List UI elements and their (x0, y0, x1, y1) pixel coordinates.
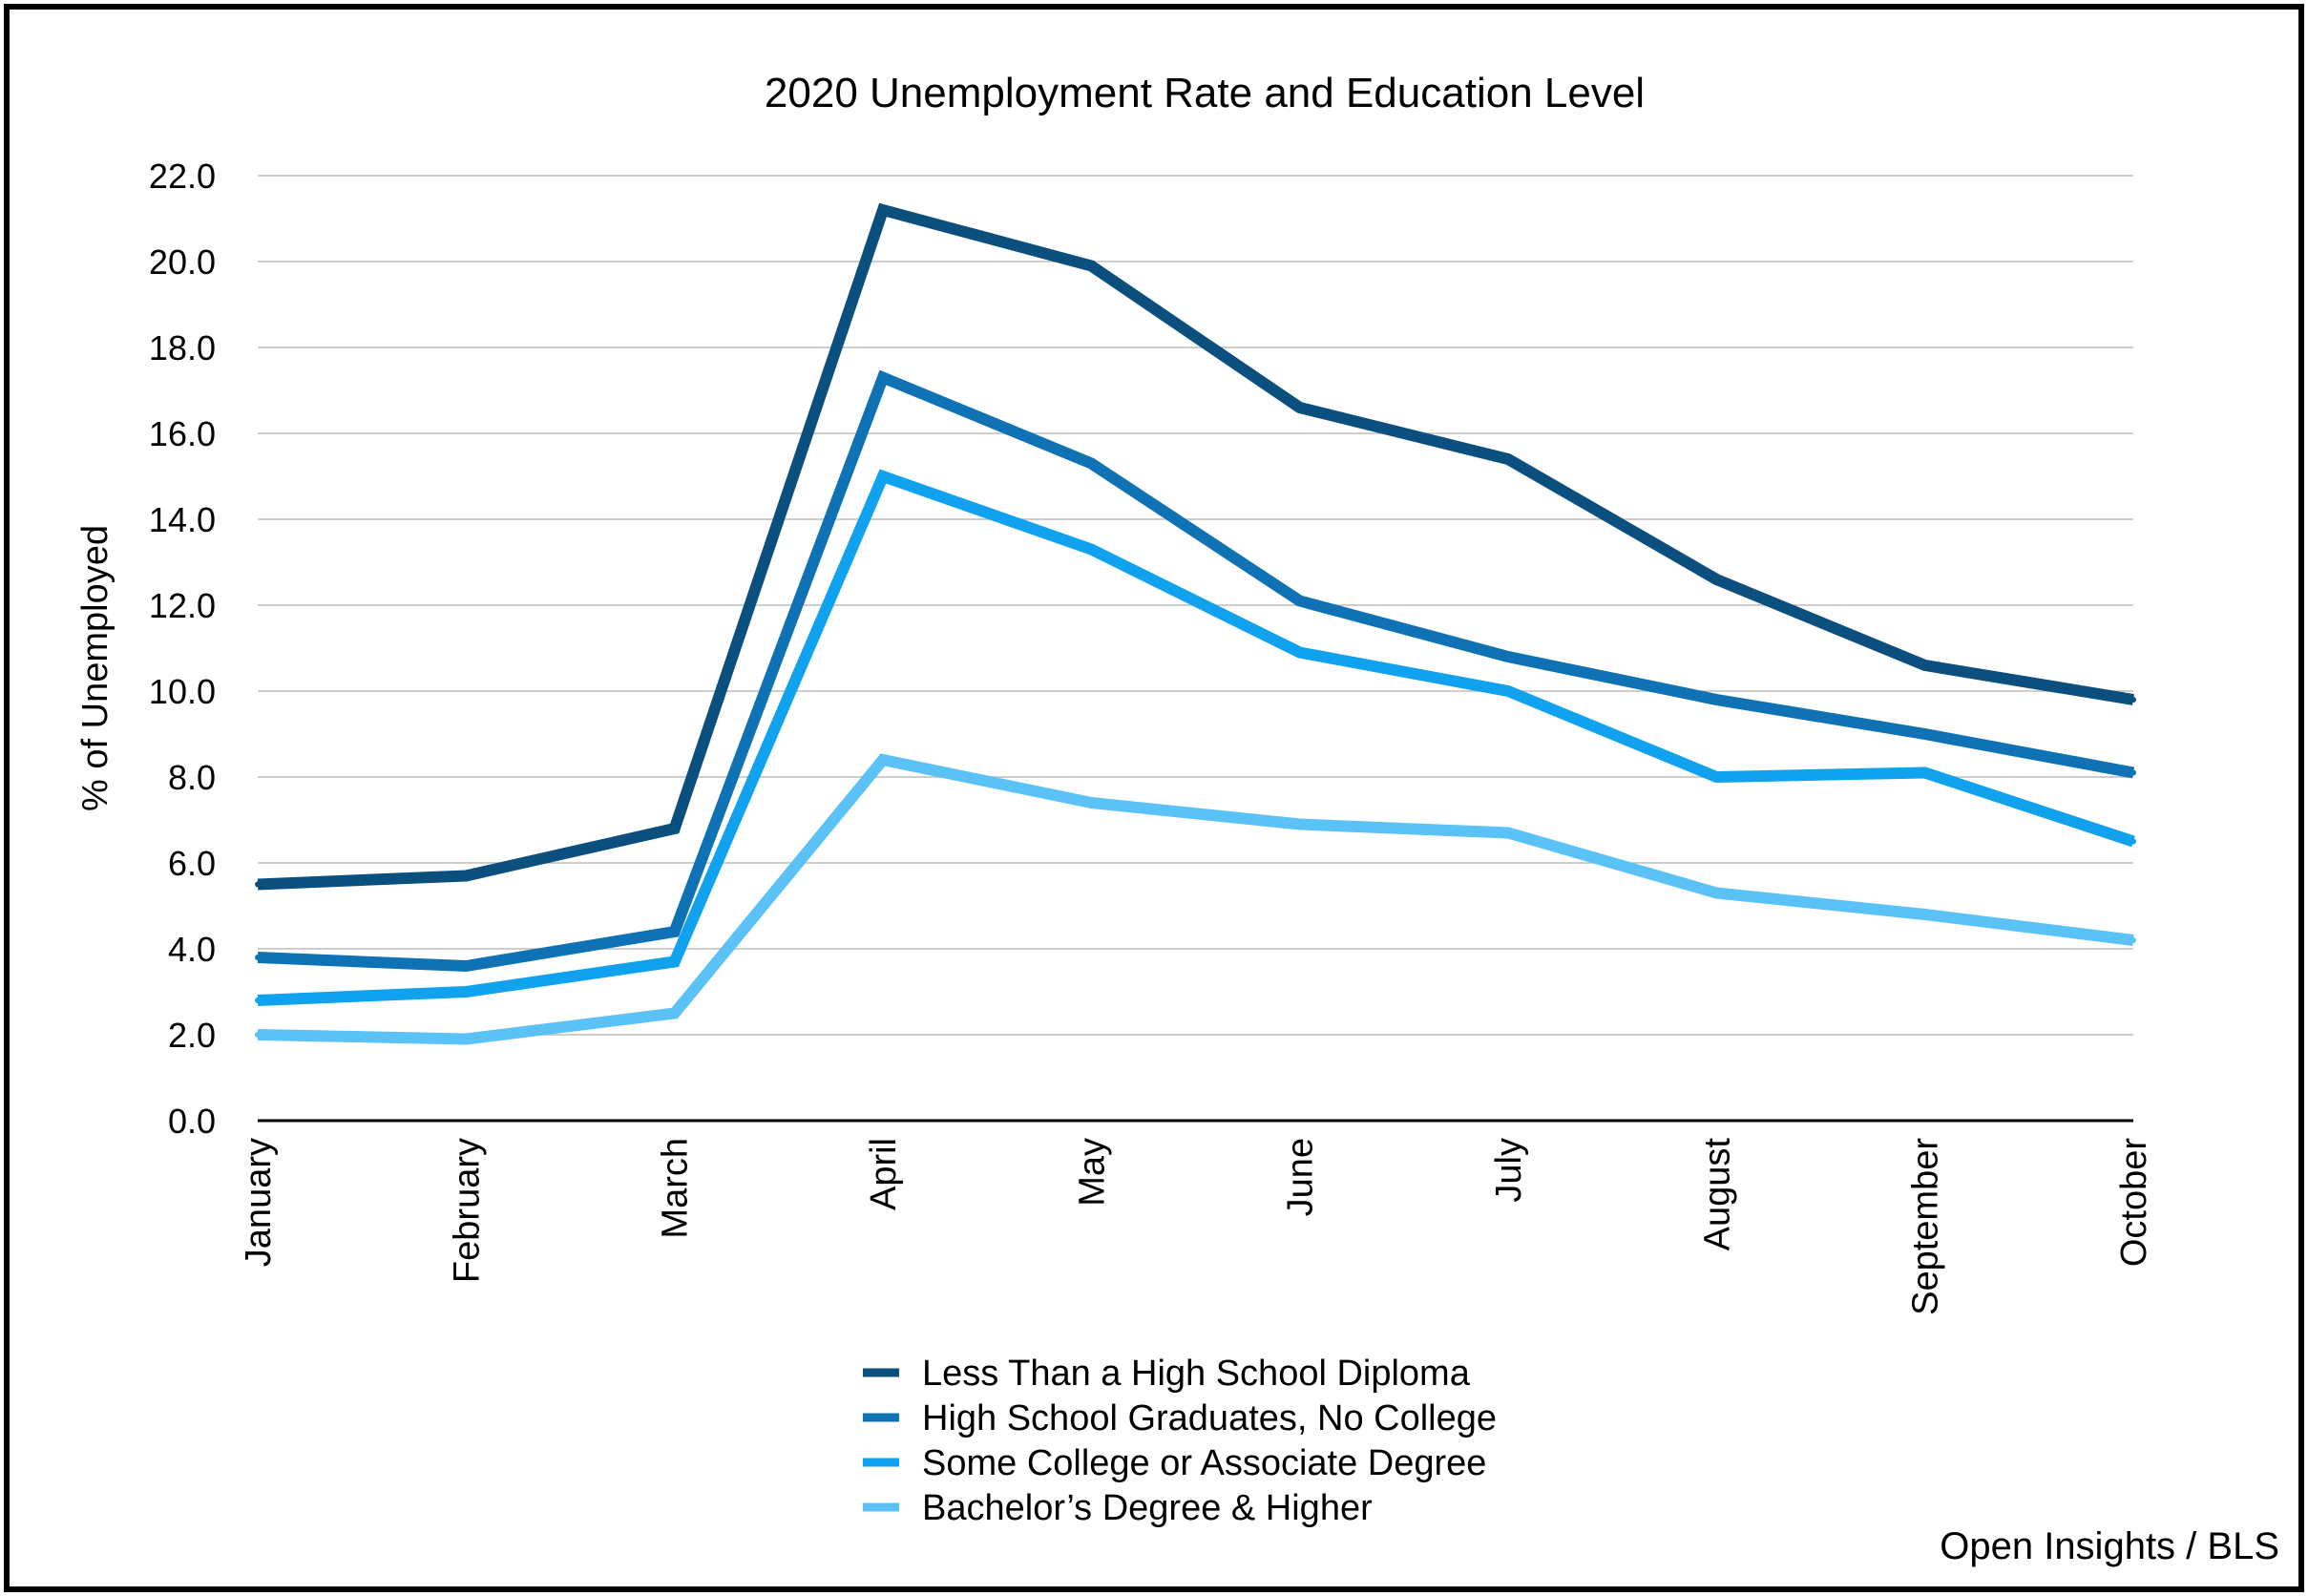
y-tick-label: 12.0 (149, 586, 216, 625)
series-line-1 (257, 202, 2134, 891)
legend-label-1: Less Than a High School Diploma (922, 1354, 1471, 1394)
chart-border (4, 4, 2304, 1592)
x-tick-label: April (864, 1138, 904, 1210)
data-point (1296, 649, 1303, 656)
data-point (1505, 654, 1511, 660)
data-point (671, 826, 678, 831)
data-point (1505, 456, 1511, 462)
data-point (2130, 697, 2136, 703)
data-point (1713, 890, 1720, 896)
x-tick-label: June (1281, 1138, 1321, 1216)
data-point (1088, 262, 1095, 269)
x-tick-label: February (447, 1138, 487, 1283)
y-tick-label: 10.0 (149, 672, 216, 711)
y-tick-label: 2.0 (168, 1016, 216, 1055)
data-point (255, 955, 261, 960)
data-point (463, 1036, 470, 1042)
data-point (1505, 830, 1511, 836)
data-point (2130, 937, 2136, 943)
x-tick-label: July (1489, 1138, 1529, 1203)
data-point (1921, 731, 1928, 737)
y-tick-label: 16.0 (149, 414, 216, 453)
y-tick-label: 8.0 (168, 758, 216, 797)
x-tick-labels: January February March April May June July Augu… (239, 1138, 2154, 1315)
data-point (463, 872, 470, 879)
x-tick-label: September (1906, 1138, 1946, 1315)
data-point (1713, 577, 1720, 582)
data-point (671, 958, 678, 965)
y-tick-label: 20.0 (149, 242, 216, 282)
x-tick-label: August (1697, 1138, 1737, 1251)
x-tick-label: January (239, 1138, 279, 1267)
data-point (880, 757, 886, 763)
y-tick-label: 14.0 (149, 500, 216, 539)
series-line-3 (257, 469, 2135, 1006)
data-point (255, 998, 261, 1003)
data-point (1088, 546, 1095, 553)
legend-label-2: High School Graduates, No College (922, 1398, 1497, 1438)
y-axis-label: % of Unemployed (75, 525, 115, 811)
data-point (1921, 912, 1928, 917)
x-tick-label: March (656, 1138, 696, 1239)
data-point (1296, 405, 1303, 410)
data-point (2130, 769, 2136, 776)
data-point (1296, 598, 1303, 604)
data-point (2130, 838, 2136, 845)
chart-title: 2020 Unemployment Rate and Education Lev… (765, 70, 1645, 116)
data-point (463, 989, 470, 995)
y-tick-label: 22.0 (149, 157, 216, 196)
y-tick-labels: 0.0 2.0 4.0 6.0 8.0 10.0 12.0 14.0 16.0 18.0 20.0 2… (149, 157, 216, 1141)
data-point (1296, 821, 1303, 828)
data-point (1713, 697, 1720, 703)
y-tick-label: 0.0 (168, 1102, 216, 1141)
data-point (671, 929, 678, 934)
x-tick-label: October (2114, 1138, 2154, 1268)
series-line-4 (257, 753, 2134, 1045)
data-point (1921, 769, 1928, 776)
legend-label-3: Some College or Associate Degree (922, 1443, 1486, 1483)
y-tick-label: 6.0 (168, 844, 216, 883)
series-lines (255, 202, 2136, 1045)
data-point (1713, 774, 1720, 780)
series-line-2 (257, 369, 2135, 973)
data-point (255, 881, 261, 888)
data-point (880, 207, 886, 213)
source-credit: Open Insights / BLS (1940, 1525, 2279, 1567)
data-point (880, 473, 886, 479)
data-point (880, 374, 886, 381)
data-point (1088, 800, 1095, 806)
data-point (671, 1010, 678, 1017)
data-point (463, 963, 470, 969)
data-point (255, 1032, 261, 1038)
legend-label-4: Bachelor’s Degree & Higher (922, 1488, 1373, 1528)
y-tick-label: 4.0 (168, 930, 216, 969)
y-tick-label: 18.0 (149, 328, 216, 368)
data-point (1505, 688, 1511, 694)
x-tick-label: May (1072, 1138, 1112, 1207)
data-point (1088, 460, 1095, 467)
data-point (1921, 662, 1928, 668)
